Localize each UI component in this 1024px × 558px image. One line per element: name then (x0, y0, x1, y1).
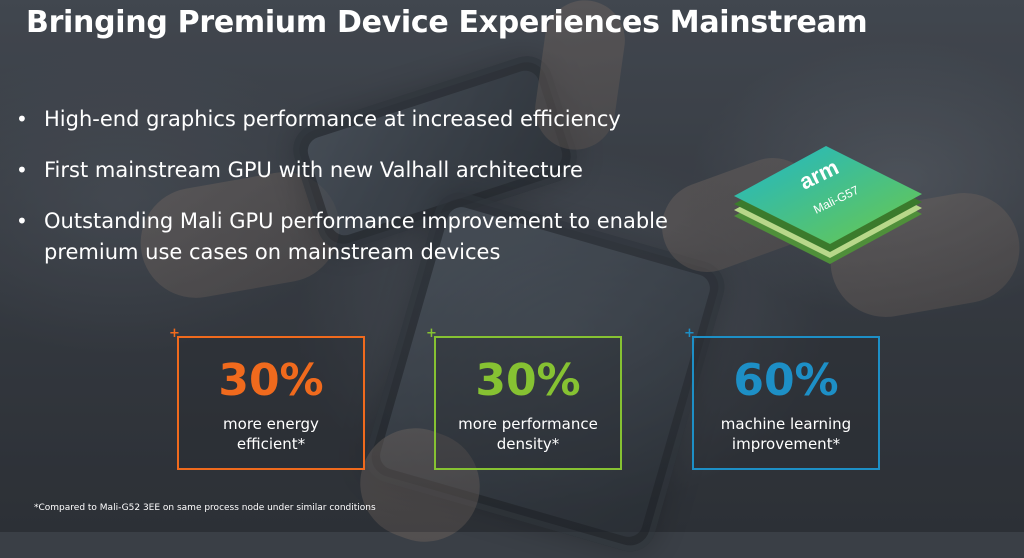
slide-title: Bringing Premium Device Experiences Main… (26, 5, 868, 40)
stat-label-line2: improvement* (731, 435, 841, 453)
stat-label-line2: efficient* (236, 435, 306, 453)
footnote: *Compared to Mali-G52 3EE on same proces… (34, 503, 376, 513)
bullet-list: High-end graphics performance at increas… (16, 104, 676, 288)
stat-label-line1: machine learning (720, 415, 852, 433)
plus-icon: + (169, 326, 180, 341)
stat-label-line1: more performance (458, 415, 598, 433)
stat-card-energy: + 30% more energy efficient* (169, 326, 365, 470)
stat-label-line2: density* (496, 435, 560, 453)
stat-value: 60% (733, 355, 839, 406)
stat-card-machine-learning: + 60% machine learning improvement* (684, 326, 880, 470)
plus-icon: + (426, 326, 437, 341)
bullet-item: First mainstream GPU with new Valhall ar… (16, 155, 676, 186)
stat-card-performance: + 30% more performance density* (426, 326, 622, 470)
stat-label-line1: more energy (223, 415, 319, 433)
mali-g57-chip-graphic: arm Mali-G57 (734, 146, 922, 264)
plus-icon: + (684, 326, 695, 341)
stat-value: 30% (218, 355, 324, 406)
bullet-item: Outstanding Mali GPU performance improve… (16, 206, 676, 268)
bullet-item: High-end graphics performance at increas… (16, 104, 676, 135)
stat-value: 30% (475, 355, 581, 406)
